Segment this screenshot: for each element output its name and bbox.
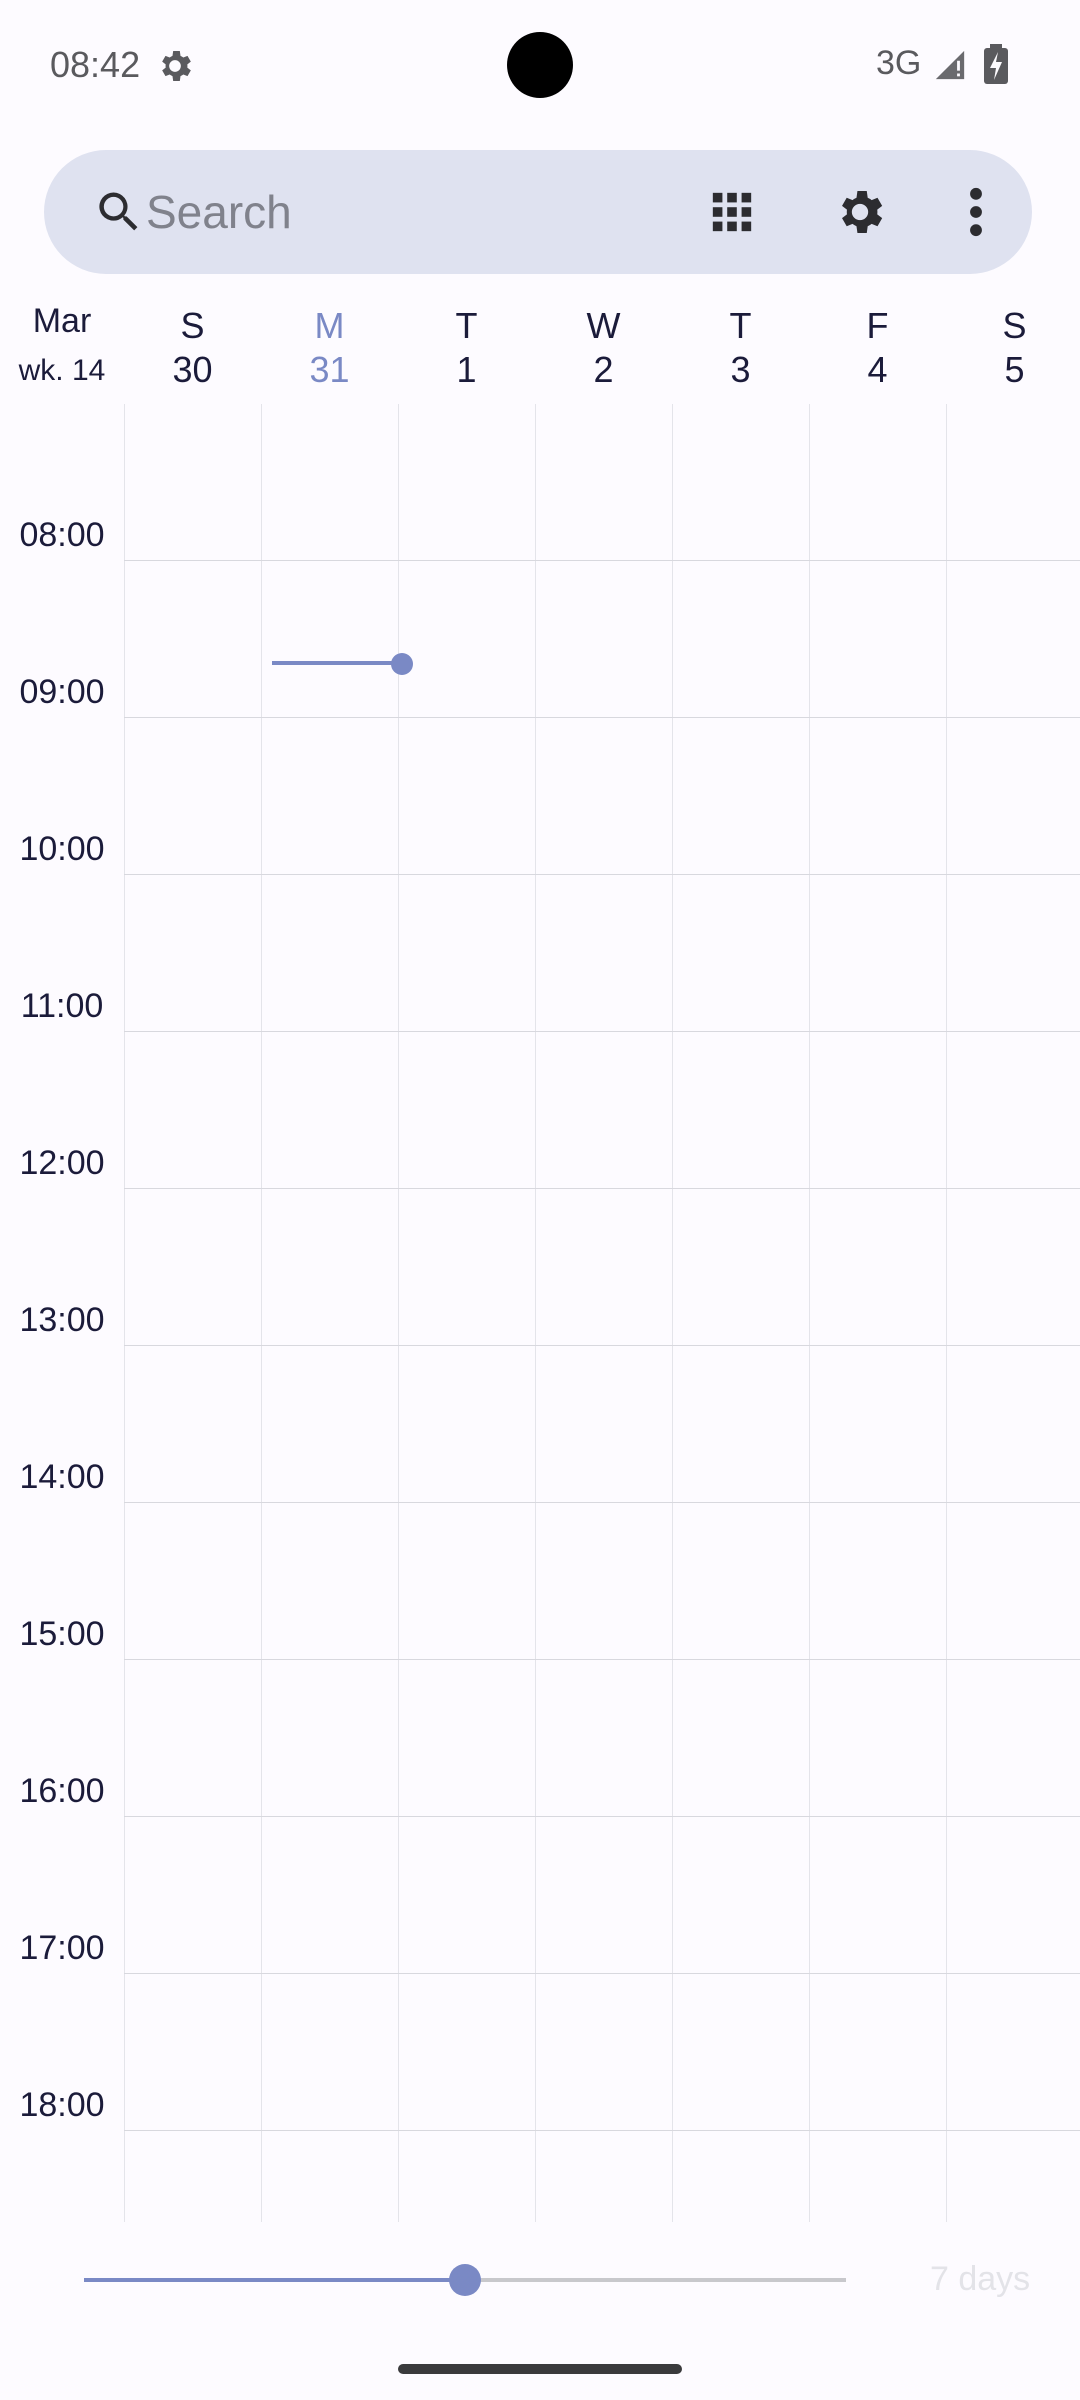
day-of-week: T [729,305,752,346]
current-time-dot [391,653,413,675]
more-options-button[interactable] [924,150,1028,274]
more-vert-icon [970,187,982,237]
day-number: 5 [1004,349,1025,390]
day-of-week: S [180,305,205,346]
day-column-sat[interactable] [946,404,1080,2222]
status-time: 08:42 [50,44,141,85]
day-header-wed[interactable]: W 2 [535,296,672,394]
hour-row: 10:00 [0,718,1080,875]
battery-charging-icon [984,44,1008,84]
week-grid[interactable]: 08:00 09:00 10:00 11:00 12:00 13:00 14:0… [0,404,1080,2222]
day-column-fri[interactable] [809,404,946,2222]
status-bar: 08:42 3G [0,0,1080,128]
hour-label: 17:00 [19,1929,105,1967]
zoom-bar: 7 days [0,2222,1080,2336]
day-column-wed[interactable] [535,404,672,2222]
hour-label: 18:00 [19,2086,105,2124]
day-header-tue[interactable]: T 1 [398,296,535,394]
hour-label: 16:00 [19,1772,105,1810]
day-number: 3 [730,349,751,390]
day-number: 31 [309,349,350,390]
hour-row: 18:00 [0,1974,1080,2131]
hour-label: 15:00 [19,1615,105,1653]
hour-row: 13:00 [0,1189,1080,1346]
hour-row: 08:00 [0,404,1080,561]
day-number: 2 [593,349,614,390]
hour-label: 10:00 [19,830,105,868]
day-number: 1 [456,349,477,390]
day-column-sun[interactable] [124,404,261,2222]
zoom-slider-fill [84,2278,465,2282]
day-header-sat[interactable]: S 5 [946,296,1080,394]
week-number-label: wk. 14 [18,354,106,387]
day-number: 4 [867,349,888,390]
day-of-week: T [455,305,478,346]
day-of-week: S [1002,305,1027,346]
week-header: Mar S 30 M 31 T 1 W 2 T 3 F 4 S 5 [0,296,1080,394]
hour-label: 13:00 [19,1301,105,1339]
current-time-line [272,661,404,665]
apps-grid-icon [712,192,752,232]
day-header-thu[interactable]: T 3 [672,296,809,394]
search-icon[interactable] [84,150,154,274]
hour-label: 11:00 [20,987,104,1025]
hour-label: 09:00 [19,673,105,711]
hour-row: 09:00 [0,561,1080,718]
settings-button[interactable] [796,150,924,274]
gesture-nav-handle[interactable] [398,2364,682,2374]
apps-button[interactable] [668,150,796,274]
hour-row: 17:00 [0,1817,1080,1974]
day-number: 30 [172,349,213,390]
zoom-slider[interactable] [84,2264,846,2296]
day-of-week: W [586,305,621,346]
day-column-mon[interactable] [261,404,398,2222]
hour-label: 14:00 [19,1458,105,1496]
day-header-fri[interactable]: F 4 [809,296,946,394]
day-column-tue[interactable] [398,404,535,2222]
days-count-label: 7 days [930,2260,1031,2298]
front-camera [507,32,573,98]
day-of-week: F [866,305,889,346]
hour-label: 08:00 [19,516,105,554]
hour-row: 12:00 [0,1032,1080,1189]
day-column-thu[interactable] [672,404,809,2222]
network-type: 3G [876,44,922,82]
day-header-sun[interactable]: S 30 [124,296,261,394]
day-of-week: M [314,305,345,346]
day-header-mon-today[interactable]: M 31 [261,296,398,394]
zoom-slider-thumb[interactable] [449,2264,481,2296]
hour-row: 15:00 [0,1503,1080,1660]
toolbar [44,150,1032,274]
search-input[interactable] [146,170,626,254]
month-label: Mar [32,302,92,340]
settings-notification-icon [162,51,191,81]
hour-label: 12:00 [19,1144,105,1182]
hour-row: 11:00 [0,875,1080,1032]
gear-icon [842,191,883,233]
hour-row: 16:00 [0,1660,1080,1817]
signal-icon [935,50,965,80]
hour-row: 14:00 [0,1346,1080,1503]
